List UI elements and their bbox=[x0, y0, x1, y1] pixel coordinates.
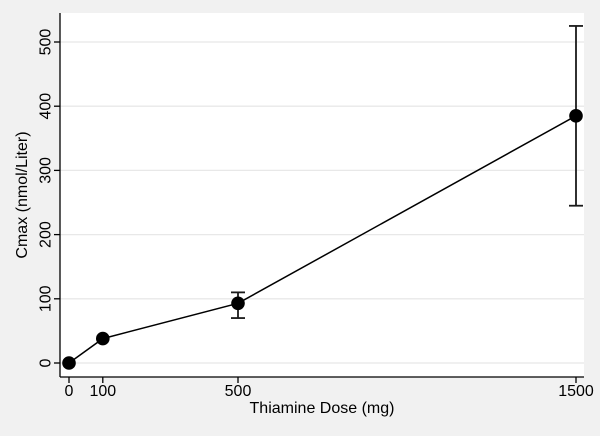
x-tick-label: 500 bbox=[225, 383, 252, 400]
y-tick-label: 400 bbox=[38, 93, 55, 120]
data-point bbox=[231, 296, 245, 311]
data-line bbox=[68, 115, 577, 364]
data-point bbox=[62, 356, 76, 370]
y-tick-label: 200 bbox=[38, 221, 55, 248]
y-tick-label: 500 bbox=[38, 29, 55, 56]
x-tick-label: 0 bbox=[65, 383, 74, 400]
plot-background bbox=[60, 13, 584, 377]
y-axis-title: Cmax (nmol/Liter) bbox=[14, 131, 31, 259]
x-tick-label: 1500 bbox=[558, 383, 594, 400]
data-point bbox=[96, 331, 110, 346]
x-axis-title: Thiamine Dose (mg) bbox=[249, 400, 395, 417]
y-tick-label: 300 bbox=[38, 157, 55, 184]
data-point bbox=[569, 109, 583, 123]
x-tick-label: 100 bbox=[89, 383, 116, 400]
y-tick-label: 0 bbox=[38, 358, 55, 367]
y-tick-label: 100 bbox=[38, 285, 55, 312]
